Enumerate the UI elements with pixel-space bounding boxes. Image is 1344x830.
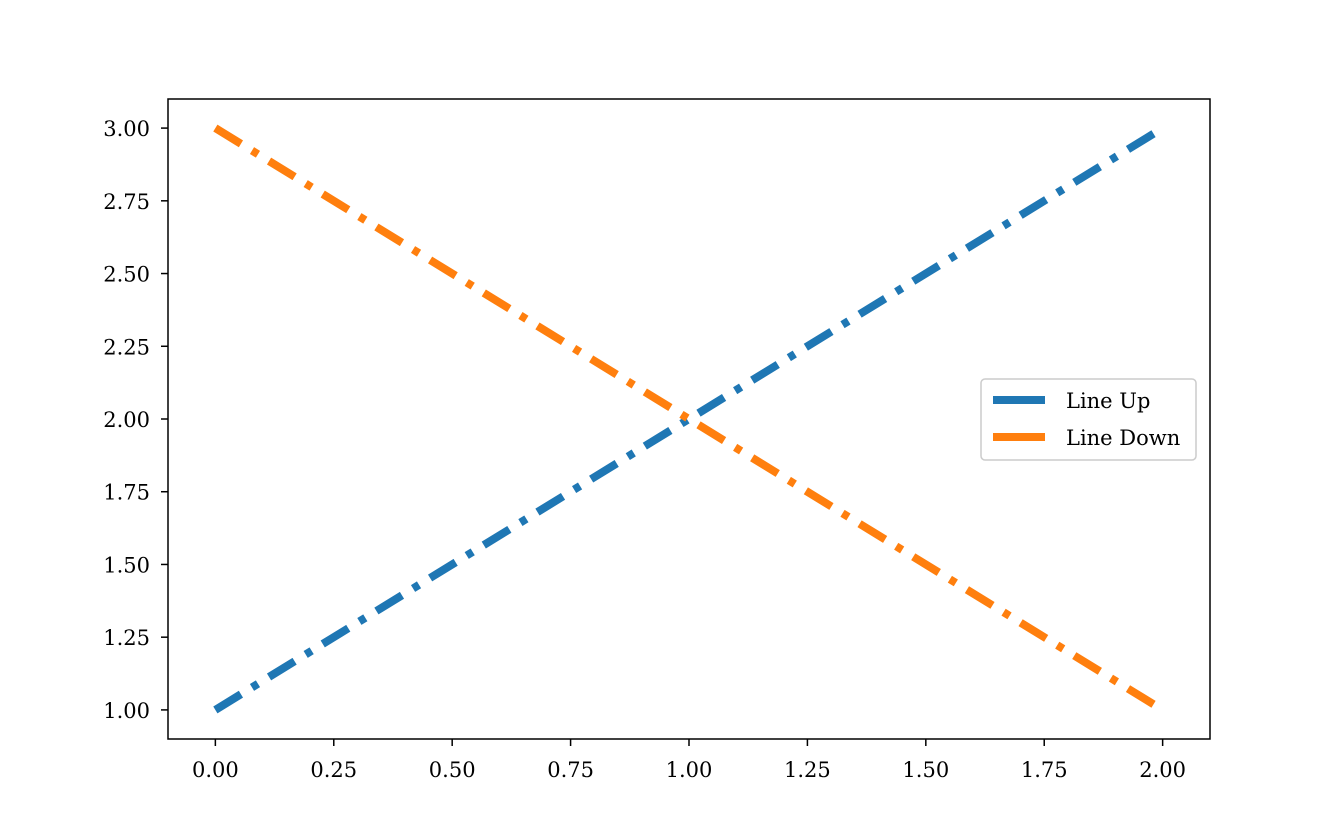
y-axis: 1.00 1.25 1.50 1.75 2.00 2.25 2.50 2.75 3.00 (103, 117, 168, 723)
x-axis: 0.00 0.25 0.50 0.75 1.00 1.25 1.50 1.75 2.00 (192, 739, 1186, 782)
legend-label-1: Line Up (1066, 389, 1150, 413)
y-tick-label: 2.00 (103, 408, 150, 432)
y-tick-label: 2.75 (103, 190, 150, 214)
legend-label-2: Line Down (1066, 426, 1180, 450)
y-tick-label: 1.25 (103, 626, 150, 650)
series-line-2 (213, 124, 1165, 714)
x-tick-label: 0.50 (429, 758, 476, 782)
x-tick-label: 1.00 (666, 758, 713, 782)
y-tick-label: 1.75 (103, 481, 150, 505)
legend: Line Up Line Down (980, 378, 1197, 461)
x-tick-label: 1.75 (1021, 758, 1068, 782)
series-line-1 (213, 124, 1165, 714)
y-tick-label: 1.00 (103, 699, 150, 723)
x-tick-label: 2.00 (1139, 758, 1186, 782)
x-tick-label: 0.75 (547, 758, 594, 782)
x-tick-label: 1.25 (784, 758, 831, 782)
series-layer (213, 124, 1165, 714)
x-tick-label: 0.25 (310, 758, 357, 782)
x-tick-label: 0.00 (192, 758, 239, 782)
y-tick-label: 3.00 (103, 117, 150, 141)
y-tick-label: 2.50 (103, 263, 150, 287)
x-tick-label: 1.50 (902, 758, 949, 782)
y-tick-label: 1.50 (103, 553, 150, 577)
y-tick-label: 2.25 (103, 335, 150, 359)
